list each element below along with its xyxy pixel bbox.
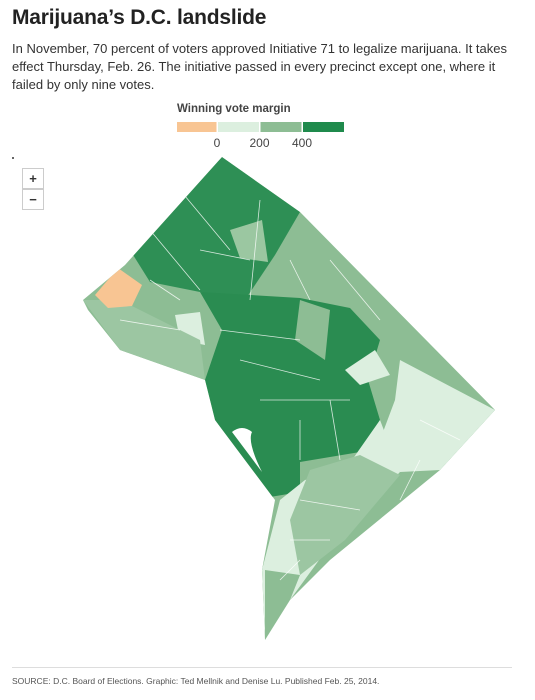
zoom-out[interactable]: −: [22, 189, 44, 210]
divider: [12, 667, 512, 668]
river: [232, 428, 262, 472]
source: SOURCE: D.C. Board of Elections. Graphic…: [12, 676, 380, 686]
precinct-area: [380, 360, 495, 472]
legend-swatch: [303, 122, 344, 132]
map: 0 200 400: [12, 122, 495, 640]
precincts: [83, 157, 495, 640]
precinct-area: [345, 350, 390, 385]
precinct-lines: [119, 189, 461, 581]
precinct-area: [290, 455, 400, 575]
legend-swatch: [177, 122, 217, 132]
precinct-area: [95, 268, 142, 308]
zoom-in[interactable]: +: [22, 168, 44, 189]
legend-swatch: [260, 122, 302, 132]
precinct-area: [230, 220, 268, 262]
legend: 0 200 400: [177, 122, 344, 150]
title: Marijuana’s D.C. landslide: [12, 6, 267, 29]
marker-dot: [12, 157, 14, 159]
legend-swatch: [218, 122, 260, 132]
precinct-area: [265, 570, 300, 640]
legend-tick-label: 200: [249, 136, 269, 150]
precinct-area: [83, 300, 205, 380]
precinct-area: [295, 300, 330, 360]
precinct-area: [130, 157, 300, 300]
legend-tick-label: 400: [292, 136, 312, 150]
legend-tick-label: 0: [214, 136, 221, 150]
legend-title: Winning vote margin: [177, 103, 291, 115]
subtitle: In November, 70 percent of voters approv…: [12, 41, 507, 92]
